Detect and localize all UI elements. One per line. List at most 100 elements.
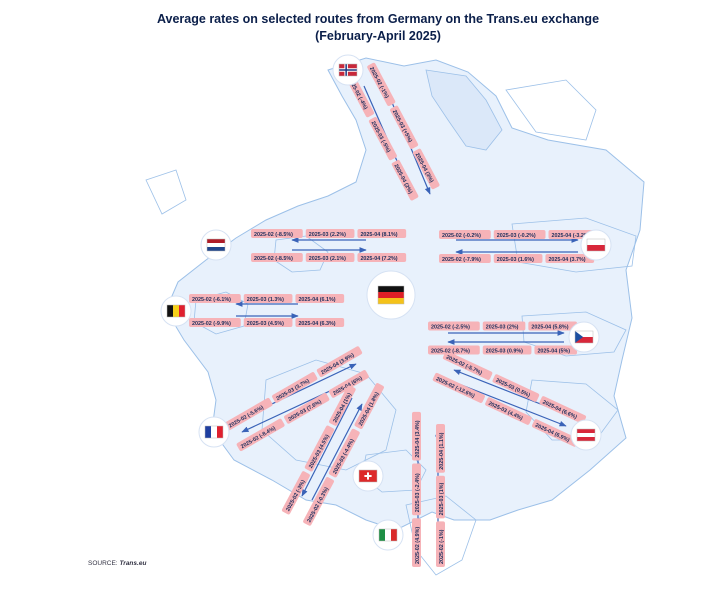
infographic-card: 2025-02 (-1%) 2025-03 (+5%) 2025-04 (3%) 20…: [66, 0, 690, 580]
route-netherlands-inbound-label-2-text: 2025-04 (7.2%): [360, 256, 397, 262]
route-czechia-inbound-label-2-text: 2025-04 (5%): [537, 349, 570, 355]
route-czechia-outbound-label-0-text: 2025-02 (-2.5%): [431, 325, 470, 331]
route-netherlands-inbound-label-2-bg: [357, 253, 407, 262]
route-italy-inbound-label-2: 2025-04 (1.1%): [436, 424, 445, 473]
route-belgium-inbound-label-0: 2025-02 (-9.9%): [189, 318, 241, 327]
route-belgium-outbound-label-0-text: 2025-02 (-6.1%): [192, 297, 231, 303]
route-belgium-outbound-label-2: 2025-04 (6.1%): [295, 294, 345, 303]
route-czechia-inbound-label-0-text: 2025-02 (-8.7%): [431, 349, 470, 355]
route-austria-outbound-label-2-bg: [539, 396, 587, 424]
route-switzerland-outbound-label-1-bg: [304, 425, 335, 472]
route-czechia-labels: 2025-02 (-2.5%) 2025-03 (2%) 2025-04 (5.8%…: [428, 321, 578, 355]
route-poland-inbound-label-0-text: 2025-02 (-7.9%): [442, 257, 481, 263]
route-france-outbound-label-0-bg: [224, 398, 273, 431]
route-belgium-inbound-label-1-text: 2025-03 (4.5%): [247, 321, 284, 327]
route-austria-arrow-outbound: [453, 381, 567, 427]
poland-flag: [580, 229, 612, 261]
source-note: SOURCE: Trans.eu: [88, 560, 146, 567]
route-netherlands-outbound-label-0: 2025-02 (-8.5%): [251, 229, 303, 238]
route-czechia-inbound-label-1: 2025-03 (0.9%): [482, 345, 532, 355]
route-poland-inbound-label-0-bg: [439, 254, 491, 263]
route-italy-inbound-label-1: 2025-03 (1%): [436, 475, 445, 519]
route-czechia-inbound-label-0: 2025-02 (-8.7%): [428, 345, 480, 355]
route-italy-labels: 2025-02 (4.9%) 2025-03 (-2.4%) 2025-04 (3.…: [412, 411, 445, 567]
route-italy-inbound-label-0-text: 2025-02 (-1%): [439, 529, 445, 564]
route-switzerland-outbound-label-0-bg: [281, 471, 310, 515]
route-norway-outbound-label-1-bg: [390, 105, 419, 149]
route-czechia: 2025-02 (-2.5%) 2025-03 (2%) 2025-04 (5.8%…: [428, 321, 600, 355]
route-austria-outbound-label-0-bg: [442, 351, 493, 380]
route-poland-outbound-label-1-text: 2025-03 (-0.2%): [497, 233, 536, 239]
route-map: 2025-02 (-1%)2025-03 (+5%)2025-04 (3%)20…: [145, 54, 645, 576]
route-poland-outbound-label-2-text: 2025-04 (-3.2%): [552, 233, 591, 239]
chart-title: Average rates on selected routes from Ge…: [156, 12, 600, 26]
route-switzerland-arrow-inbound: [311, 403, 363, 501]
route-france-outbound-label-1-bg: [272, 372, 318, 403]
route-italy-inbound-label-0-bg: [436, 521, 445, 567]
route-norway-inbound-label-2-bg: [391, 160, 419, 201]
route-france-outbound-label-2-bg: [316, 346, 363, 377]
route-netherlands-inbound-label-0-text: 2025-02 (-8.5%): [254, 256, 293, 262]
route-czechia-outbound-label-1: 2025-03 (2%): [482, 321, 526, 331]
route-poland-inbound-label-2-text: 2025-04 (3.7%): [548, 257, 585, 263]
route-italy-outbound-label-1-bg: [412, 463, 421, 516]
germany-flag: [366, 270, 416, 320]
route-poland-inbound-label-1-text: 2025-03 (1.6%): [497, 257, 534, 263]
route-czechia-outbound-label-1-text: 2025-03 (2%): [486, 325, 519, 331]
source-name: Trans.eu: [119, 560, 147, 567]
route-netherlands-labels: 2025-02 (-8.5%) 2025-03 (2.2%) 2025-04 (8.…: [251, 229, 407, 262]
route-norway-outbound-label-0-bg: [367, 62, 396, 106]
route-poland-inbound-label-1-bg: [493, 254, 543, 263]
route-poland-inbound-label-2: 2025-04 (3.7%): [545, 254, 595, 263]
route-italy-inbound-label-0: 2025-02 (-1%): [436, 521, 445, 567]
route-belgium-inbound-label-0-bg: [189, 318, 241, 327]
route-czechia-outbound-label-2-bg: [528, 321, 578, 331]
route-poland-outbound-label-1: 2025-03 (-0.2%): [493, 230, 546, 239]
route-czechia-inbound-label-2-bg: [534, 345, 578, 355]
route-poland-outbound-label-0-text: 2025-02 (-0.2%): [442, 233, 481, 239]
route-poland-outbound-label-0: 2025-02 (-0.2%): [439, 230, 491, 239]
route-netherlands-outbound-label-2-bg: [357, 229, 407, 238]
route-netherlands-inbound-label-1: 2025-03 (2.1%): [305, 253, 355, 262]
source-prefix: SOURCE:: [88, 560, 118, 567]
route-czechia-outbound-label-1-bg: [482, 321, 526, 331]
route-netherlands-inbound-label-1-text: 2025-03 (2.1%): [309, 256, 346, 262]
route-netherlands-inbound-label-1-bg: [305, 253, 355, 262]
route-netherlands-outbound-label-1-bg: [305, 229, 355, 238]
route-austria-inbound-label-0-bg: [432, 372, 485, 403]
route-belgium-inbound-label-0-text: 2025-02 (-9.9%): [192, 321, 231, 327]
route-belgium-inbound-label-2-bg: [295, 318, 345, 327]
austria-flag: [570, 419, 602, 451]
route-czechia-outbound-label-2: 2025-04 (5.8%): [528, 321, 578, 331]
route-italy-outbound-label-2-text: 2025-04 (3.4%): [415, 420, 421, 457]
route-netherlands-outbound-label-1-text: 2025-03 (2.2%): [309, 232, 346, 238]
route-czechia-inbound-label-1-text: 2025-03 (0.9%): [486, 349, 523, 355]
route-italy-inbound-label-1-bg: [436, 475, 445, 519]
route-italy-outbound-label-1-text: 2025-03 (-2.4%): [415, 473, 421, 512]
route-france-inbound-label-2-bg: [328, 370, 369, 398]
italy-flag: [372, 519, 404, 551]
chart-subtitle: (February-April 2025): [315, 29, 441, 43]
route-czechia-inbound-label-1-bg: [482, 345, 532, 355]
route-austria-inbound-label-2-bg: [532, 419, 579, 447]
route-switzerland-inbound-label-0-bg: [303, 477, 334, 526]
route-switzerland-inbound-label-2-bg: [354, 383, 384, 429]
route-austria-outbound-label-1-bg: [492, 374, 540, 402]
route-switzerland-inbound-label-1-bg: [328, 428, 360, 478]
france-flag: [198, 416, 230, 448]
route-italy-outbound-label-1: 2025-03 (-2.4%): [412, 463, 421, 516]
route-czechia-outbound-label-0-bg: [428, 321, 480, 331]
route-belgium-outbound-label-0-bg: [189, 294, 241, 303]
route-netherlands-inbound-label-0: 2025-02 (-8.5%): [251, 253, 303, 262]
route-italy-outbound-label-0-text: 2025-02 (4.9%): [415, 527, 421, 564]
route-belgium-inbound-label-1: 2025-03 (4.5%): [243, 318, 293, 327]
route-switzerland-arrow-outbound: [301, 397, 353, 497]
route-czechia-outbound-label-0: 2025-02 (-2.5%): [428, 321, 480, 331]
route-czechia-inbound-label-2: 2025-04 (5%): [534, 345, 578, 355]
route-italy-outbound-label-2-bg: [412, 411, 421, 461]
route-czechia-outbound-label-2-text: 2025-04 (5.8%): [531, 325, 568, 331]
route-italy-inbound-label-2-bg: [436, 424, 445, 473]
route-netherlands-inbound-label-2: 2025-04 (7.2%): [357, 253, 407, 262]
route-austria-inbound-label-1-bg: [485, 397, 532, 425]
route-poland-outbound-label-0-bg: [439, 230, 491, 239]
